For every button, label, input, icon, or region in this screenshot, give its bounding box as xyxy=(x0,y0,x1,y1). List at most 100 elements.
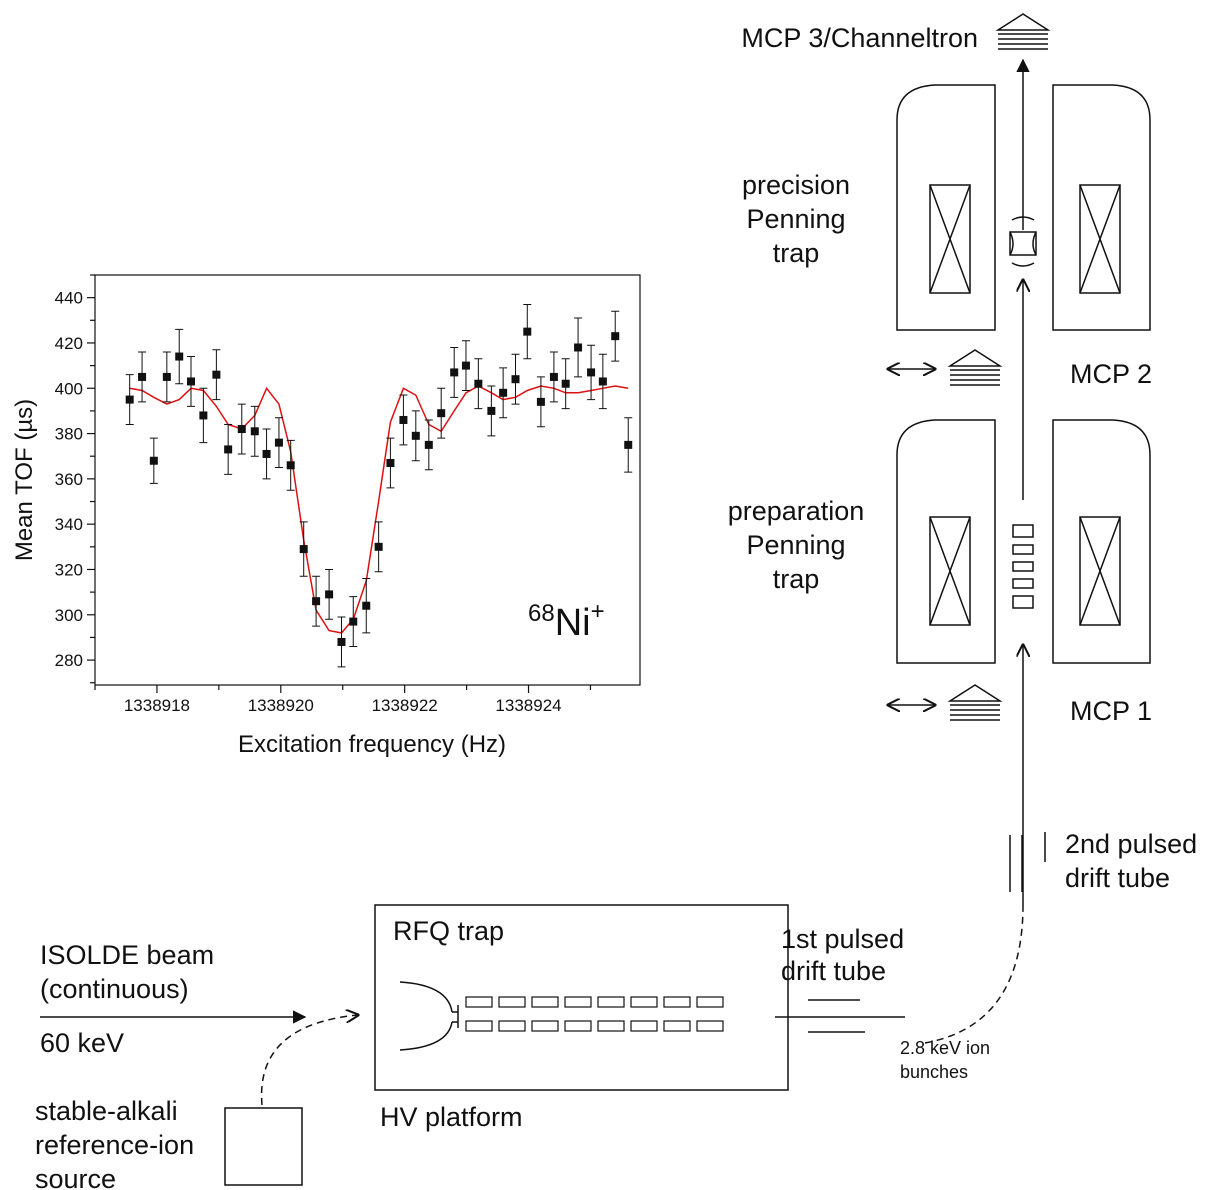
precision-line: trap xyxy=(773,238,820,268)
data-point xyxy=(386,459,395,468)
y-tick-label: 280 xyxy=(55,651,83,670)
isolde-line: (continuous) xyxy=(40,974,189,1004)
rfq-rod xyxy=(564,996,592,1008)
data-point xyxy=(312,597,321,606)
y-tick-label: 300 xyxy=(55,606,83,625)
x-axis-label: Excitation frequency (Hz) xyxy=(238,731,506,758)
source-line: source xyxy=(35,1164,116,1190)
mcp1-label: MCP 1 xyxy=(1070,696,1152,726)
data-point xyxy=(574,343,583,352)
rfq-rod xyxy=(630,1020,658,1032)
fit-curve xyxy=(129,385,629,634)
mcp3-icon xyxy=(997,13,1049,50)
drift1-line: 1st pulsed xyxy=(781,924,904,954)
rfq-label: RFQ trap xyxy=(393,916,504,946)
source-line: reference-ion xyxy=(35,1130,194,1160)
rfq-rod xyxy=(498,996,526,1008)
data-point xyxy=(474,379,483,388)
bunches-line: 2.8 keV ion xyxy=(900,1038,990,1058)
rfq-rod xyxy=(465,996,493,1008)
preparation-magnet xyxy=(896,419,1151,664)
data-point xyxy=(212,370,221,379)
precision-line: Penning xyxy=(746,204,845,234)
mass-number: 68 xyxy=(528,600,555,627)
data-point xyxy=(299,545,308,554)
rfq-rod xyxy=(630,996,658,1008)
data-point xyxy=(138,372,147,381)
preparation-line: Penning xyxy=(746,530,845,560)
data-point xyxy=(186,377,195,386)
data-point xyxy=(362,601,371,610)
precision-magnet xyxy=(896,84,1151,331)
data-point xyxy=(162,372,171,381)
plot-frame xyxy=(94,274,641,686)
charge: + xyxy=(591,598,605,625)
rfq-rod xyxy=(597,1020,625,1032)
data-point xyxy=(611,332,620,341)
data-point xyxy=(624,440,633,449)
rfq-rod xyxy=(531,996,559,1008)
chart: Excitation frequency (Hz) Mean TOF (µs) … xyxy=(11,274,641,758)
data-point xyxy=(424,440,433,449)
mcp2-icon xyxy=(949,349,1001,386)
data-point xyxy=(286,461,295,470)
element: Ni xyxy=(555,602,591,644)
data-point xyxy=(437,409,446,418)
data-point xyxy=(549,372,558,381)
data-point xyxy=(374,542,383,551)
data-point xyxy=(487,406,496,415)
annotation: 68Ni+ xyxy=(528,598,605,644)
drift2-line: drift tube xyxy=(1065,863,1170,893)
data-point xyxy=(199,411,208,420)
x-tick-label: 1338918 xyxy=(124,696,190,715)
y-tick-label: 360 xyxy=(55,470,83,489)
data-point xyxy=(250,427,259,436)
mcp2-label: MCP 2 xyxy=(1070,359,1152,389)
rfq-rod xyxy=(465,1020,493,1032)
isolde-line: ISOLDE beam xyxy=(40,940,214,970)
data-point xyxy=(587,368,596,377)
source-box xyxy=(224,1107,303,1186)
data-point xyxy=(237,425,246,434)
data-point xyxy=(175,352,184,361)
data-point xyxy=(450,368,459,377)
data-point xyxy=(262,449,271,458)
rfq-rod xyxy=(564,1020,592,1032)
platform-label: HV platform xyxy=(380,1102,523,1132)
rfq-rod xyxy=(597,996,625,1008)
y-tick-label: 440 xyxy=(55,289,83,308)
data-point xyxy=(411,431,420,440)
y-axis-label: Mean TOF (µs) xyxy=(11,399,38,561)
y-tick-label: 340 xyxy=(55,515,83,534)
rfq-electrodes xyxy=(465,996,724,1032)
preparation-line: trap xyxy=(773,564,820,594)
data-point xyxy=(561,379,570,388)
data-point xyxy=(499,388,508,397)
data-point xyxy=(274,438,283,447)
bunches-line: bunches xyxy=(900,1062,968,1082)
rfq-rod xyxy=(663,1020,691,1032)
rfq-rod xyxy=(498,1020,526,1032)
x-tick-label: 1338920 xyxy=(248,696,314,715)
y-tick-label: 420 xyxy=(55,334,83,353)
data-point xyxy=(461,361,470,370)
rfq-rod xyxy=(663,996,691,1008)
data-point xyxy=(399,415,408,424)
data-point xyxy=(149,456,158,465)
rfq-rod xyxy=(531,1020,559,1032)
data-point xyxy=(598,377,607,386)
energy-label: 60 keV xyxy=(40,1028,124,1058)
data-point xyxy=(523,327,532,336)
y-tick-label: 380 xyxy=(55,425,83,444)
y-tick-label: 400 xyxy=(55,379,83,398)
mcp1-icon xyxy=(949,684,1001,721)
precision-line: precision xyxy=(742,170,850,200)
data-point xyxy=(511,375,520,384)
data-point xyxy=(325,590,334,599)
drift1-line: drift tube xyxy=(781,956,886,986)
x-tick-label: 1338924 xyxy=(495,696,561,715)
data-point xyxy=(224,445,233,454)
data-point xyxy=(337,637,346,646)
rfq-rod xyxy=(696,996,724,1008)
